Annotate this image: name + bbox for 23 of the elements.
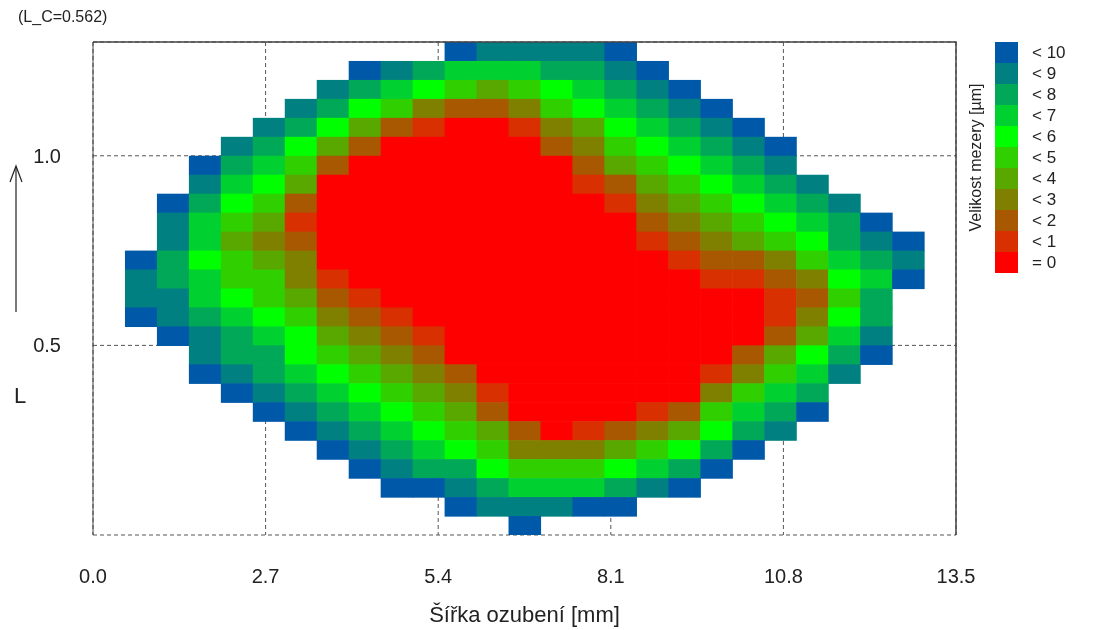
x-tick-label: 2.7: [251, 565, 280, 588]
x-tick-label: 0.0: [79, 565, 107, 588]
color-bar-label: < 7: [1032, 106, 1057, 125]
color-bar-label: < 6: [1032, 127, 1057, 146]
y-tick-label: 1.0: [33, 144, 61, 167]
color-bar-label: < 5: [1032, 148, 1057, 167]
color-bar-label: < 10: [1032, 43, 1066, 62]
color-bar-title: Velikost mezery [µm]: [967, 83, 984, 232]
color-bar-label: < 9: [1032, 64, 1057, 83]
color-bar-label: = 0: [1032, 253, 1057, 272]
y-axis-title: L: [13, 382, 27, 408]
x-tick-label: 5.4: [424, 565, 453, 588]
x-tick-label: 10.8: [763, 565, 803, 588]
color-bar-label: < 3: [1032, 190, 1057, 209]
color-bar-label: < 4: [1032, 169, 1057, 188]
x-axis-title: Šířka ozubení [mm]: [429, 602, 620, 627]
color-bar-label: < 1: [1032, 232, 1057, 251]
x-tick-label: 13.5: [936, 565, 976, 588]
color-bar-label: < 2: [1032, 211, 1057, 230]
text: (L_C=0.562): [18, 8, 108, 26]
x-tick-label: 8.1: [596, 565, 625, 588]
y-tick-label: 0.5: [33, 334, 61, 357]
color-bar-label: < 8: [1032, 85, 1057, 104]
